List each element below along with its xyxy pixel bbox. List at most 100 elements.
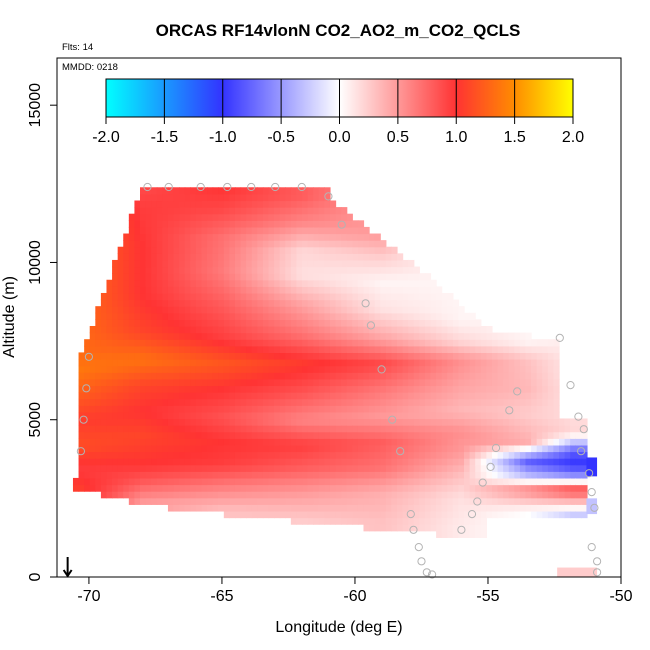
heatmap-cell — [229, 306, 236, 314]
heatmap-cell — [313, 517, 320, 525]
heatmap-cell — [162, 405, 169, 413]
heatmap-cell — [346, 438, 353, 446]
heatmap-cell — [179, 306, 186, 314]
heatmap-cell — [436, 458, 443, 466]
heatmap-cell — [218, 213, 225, 221]
heatmap-cell — [100, 292, 108, 301]
heatmap-cell — [514, 378, 521, 387]
heatmap-cell — [581, 491, 588, 499]
heatmap-cell — [279, 306, 286, 314]
heatmap-cell — [547, 411, 555, 420]
heatmap-cell — [106, 464, 113, 472]
heatmap-cell — [503, 365, 510, 373]
heatmap-cell — [452, 418, 460, 426]
heatmap-cell — [246, 207, 253, 215]
heatmap-cell — [519, 339, 527, 347]
heatmap-cell — [408, 517, 415, 525]
heatmap-cell — [190, 477, 197, 486]
heatmap-cell — [335, 517, 342, 525]
heatmap-cell — [302, 207, 309, 215]
heatmap-cell — [223, 292, 230, 301]
heatmap-cell — [156, 491, 163, 499]
heatmap-cell — [341, 405, 348, 413]
heatmap-cell — [302, 372, 309, 380]
colorbar-dividers — [163, 79, 516, 117]
heatmap-cell — [559, 497, 566, 505]
heatmap-cell — [89, 451, 96, 459]
heatmap-cell — [151, 240, 158, 248]
heatmap-cell — [542, 411, 549, 420]
heatmap-cell — [302, 325, 309, 334]
heatmap-cell — [140, 226, 147, 235]
heatmap-cell — [140, 207, 147, 215]
heatmap-cell — [441, 352, 448, 360]
heatmap-cell — [329, 372, 337, 380]
heatmap-cell — [441, 510, 448, 519]
heatmap-cell — [424, 484, 432, 492]
heatmap-cell — [151, 359, 158, 367]
heatmap-cell — [408, 405, 415, 413]
heatmap-cell — [140, 405, 147, 413]
heatmap-cell — [201, 279, 208, 287]
heatmap-cell — [201, 431, 208, 439]
heatmap-cell — [430, 306, 437, 314]
heatmap-cell — [279, 405, 286, 413]
heatmap-cell — [559, 451, 566, 459]
heatmap-cell — [436, 292, 443, 301]
heatmap-cell — [497, 510, 504, 519]
heatmap-cell — [324, 246, 331, 254]
heatmap-cell — [452, 477, 460, 486]
heatmap-cell — [369, 517, 376, 525]
heatmap-cell — [369, 471, 376, 479]
heatmap-cell — [218, 299, 225, 307]
heatmap-cell — [391, 385, 398, 393]
heatmap-cell — [525, 504, 532, 512]
heatmap-cell — [268, 359, 275, 367]
heatmap-cell — [140, 233, 147, 241]
heatmap-cell — [570, 458, 577, 466]
heatmap-cell — [480, 524, 487, 532]
heatmap-cell — [531, 504, 538, 512]
heatmap-cell — [95, 339, 102, 347]
heatmap-cell — [363, 279, 370, 287]
heatmap-cell — [268, 345, 275, 354]
heatmap-cell — [167, 299, 175, 307]
heatmap-cell — [491, 352, 499, 360]
heatmap-cell — [374, 491, 381, 499]
heatmap-cell — [290, 405, 298, 413]
heatmap-cell — [128, 411, 136, 420]
heatmap-cell — [240, 299, 247, 307]
heatmap-cell — [156, 332, 163, 340]
heatmap-cell — [95, 471, 102, 479]
heatmap-cell — [145, 431, 152, 439]
heatmap-cell — [380, 425, 387, 433]
heatmap-cell — [424, 524, 432, 532]
heatmap-cell — [536, 510, 543, 519]
heatmap-cell — [531, 491, 538, 499]
heatmap-cell — [207, 292, 214, 301]
heatmap-cell — [179, 292, 186, 301]
heatmap-cell — [469, 339, 476, 347]
heatmap-cell — [207, 345, 214, 354]
heatmap-cell — [246, 233, 253, 241]
heatmap-cell — [357, 299, 365, 307]
heatmap-cell — [324, 259, 331, 268]
heatmap-cell — [363, 405, 370, 413]
heatmap-cell — [307, 418, 314, 426]
heatmap-cell — [195, 392, 203, 400]
heatmap-cell — [547, 510, 555, 519]
heatmap-cell — [229, 187, 236, 195]
heatmap-cell — [313, 378, 320, 387]
heatmap-cell — [329, 273, 337, 281]
heatmap-cell — [369, 497, 376, 505]
heatmap-cell — [84, 345, 91, 354]
heatmap-cell — [234, 444, 242, 453]
heatmap-cell — [268, 207, 275, 215]
heatmap-cell — [134, 477, 141, 486]
heatmap-cell — [223, 279, 230, 287]
heatmap-cell — [318, 259, 325, 268]
heatmap-cell — [274, 365, 281, 373]
heatmap-cell — [391, 273, 398, 281]
heatmap-cell — [324, 425, 331, 433]
heatmap-cell — [190, 200, 197, 208]
